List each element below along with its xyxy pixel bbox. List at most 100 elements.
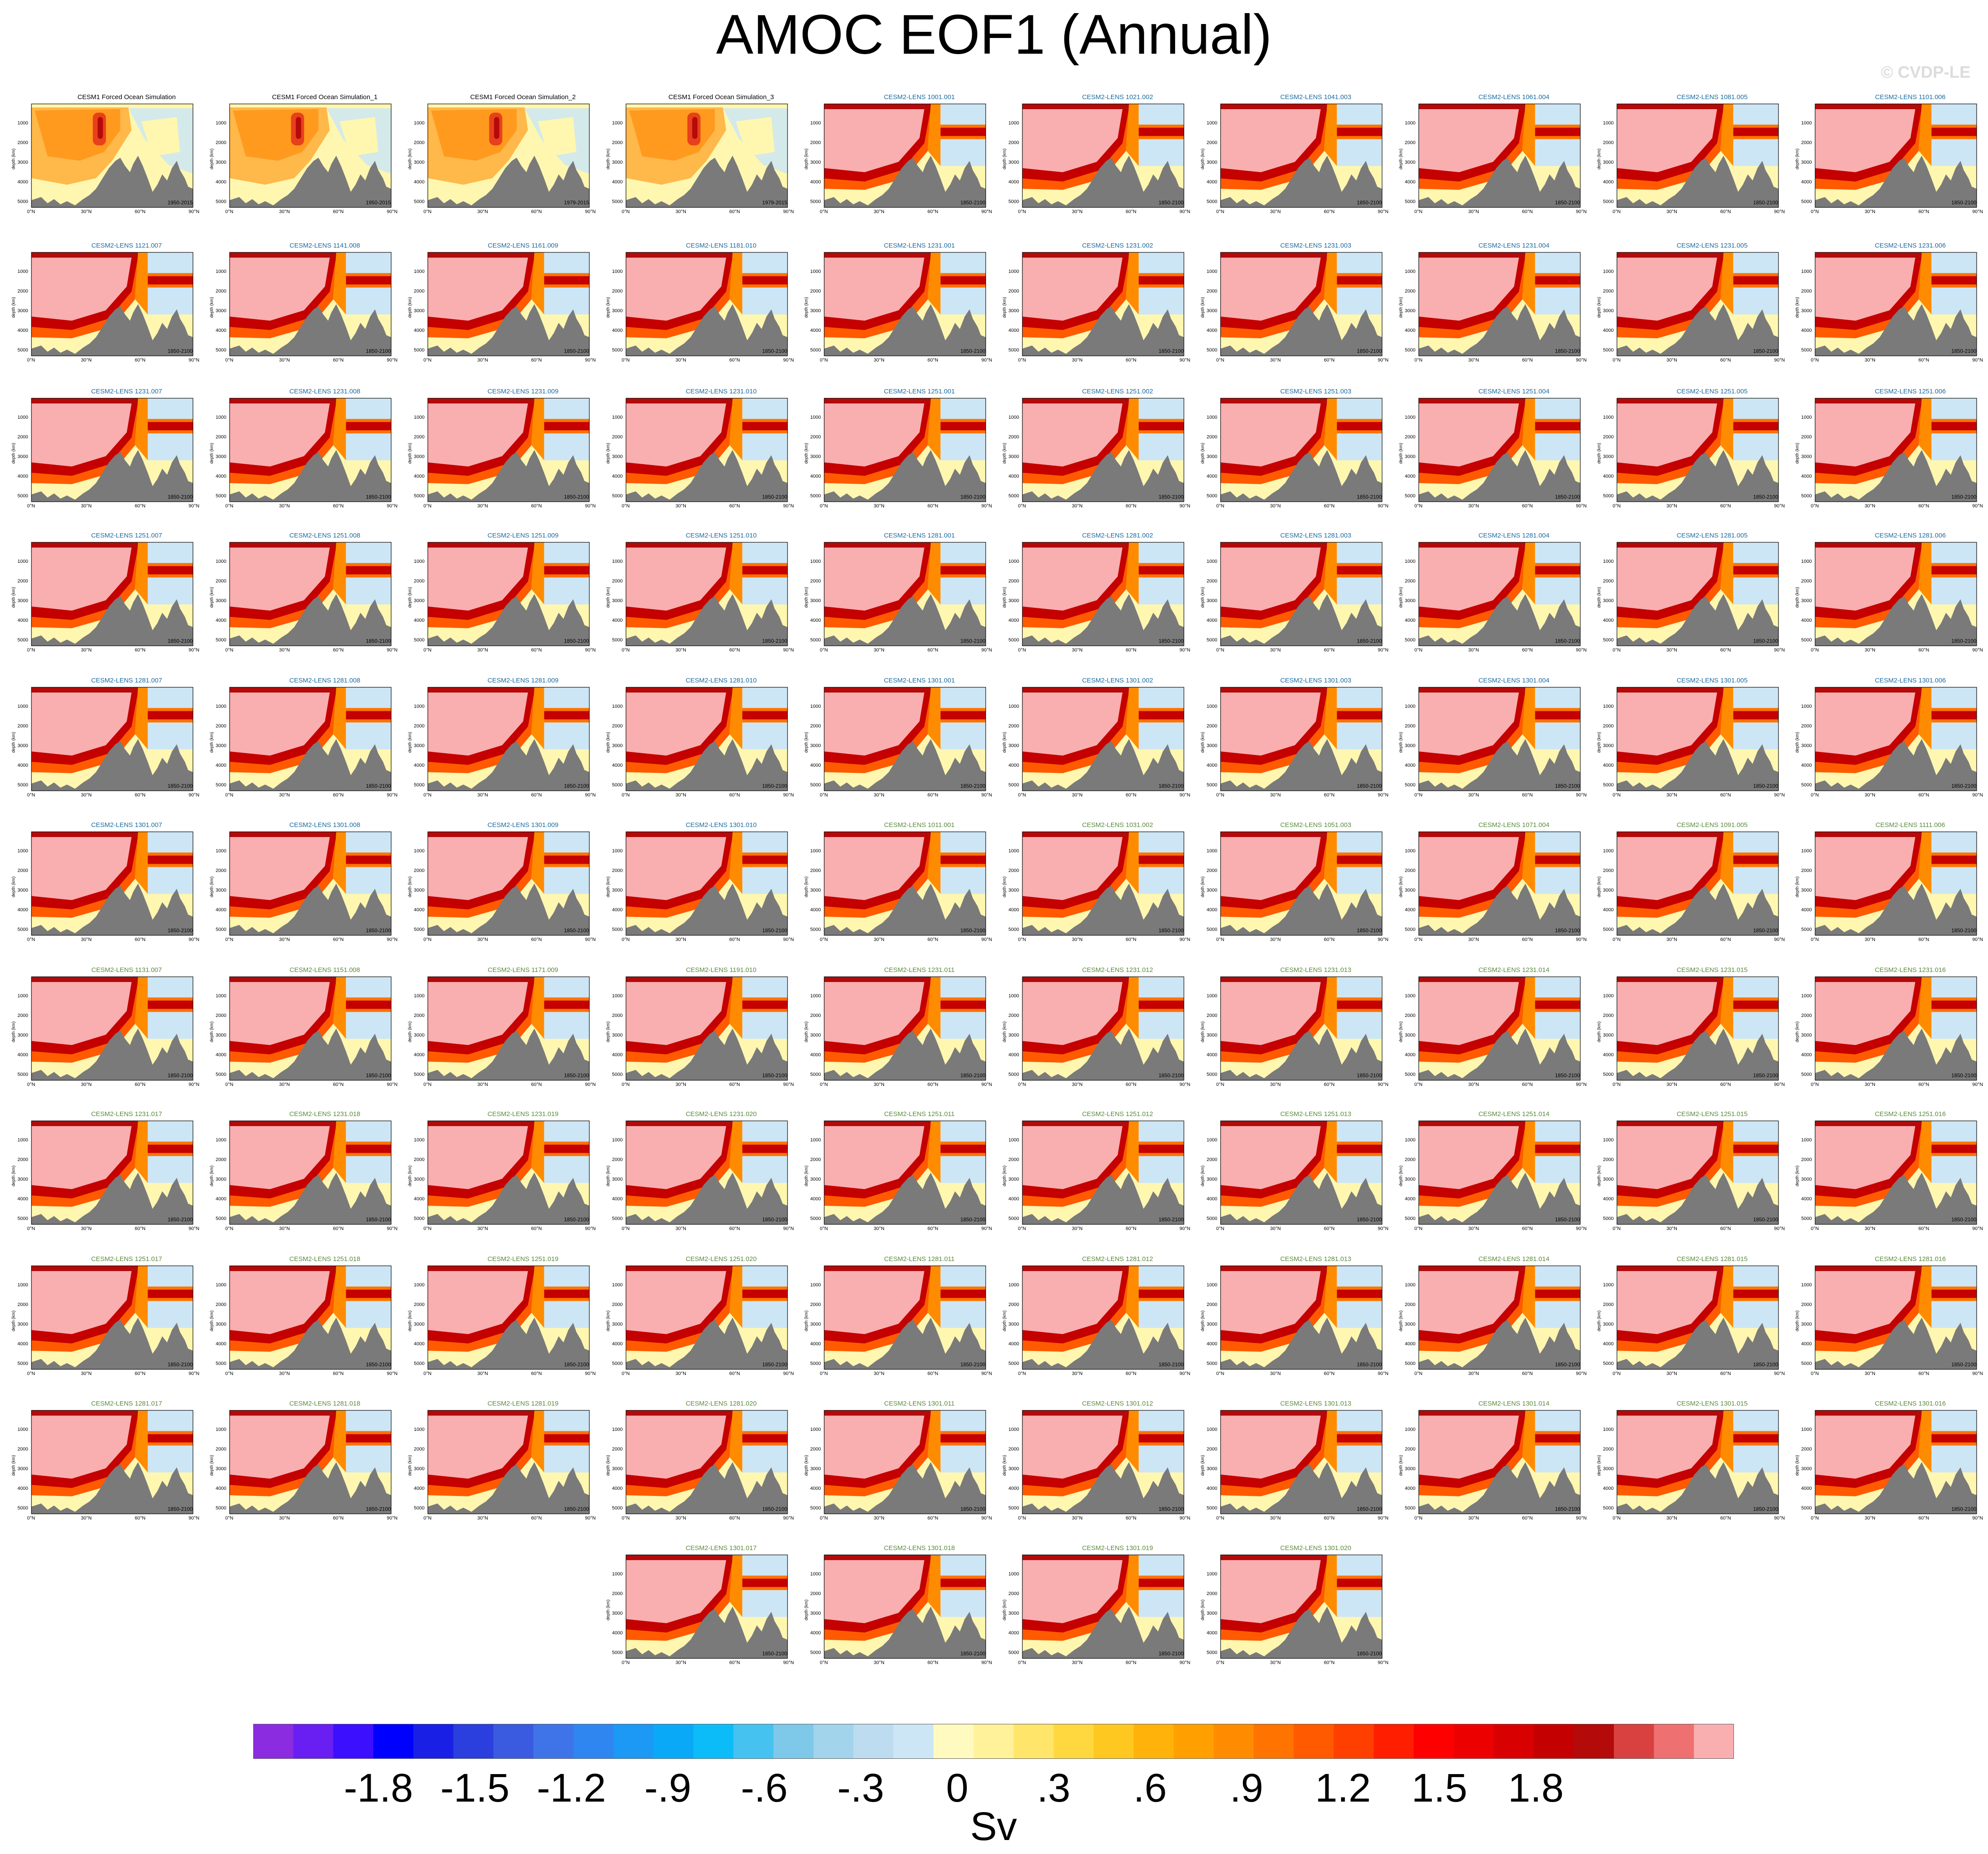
x-tick-label: 90°N [387,1082,398,1087]
eof-panel: CESM2-LENS 1281.008 1850-2100 0°N 30°N 60°N 9… [210,677,423,817]
x-tick-label: 90°N [1576,1516,1587,1521]
y-tick-label: 5000 [414,493,425,499]
y-tick-label: 4000 [1405,1196,1416,1202]
x-tick-label: 90°N [585,1516,596,1521]
ocean-floor [1022,883,1184,935]
surface-band [1221,1266,1334,1271]
x-tick-label: 60°N [1918,1082,1930,1087]
eof-panel: CESM2-LENS 1251.009 1850-2100 0°N 30°N 60°N 9… [408,532,622,672]
plot-frame [229,542,392,646]
x-tick-label: 0°N [423,358,432,363]
y-tick-label: 3000 [612,1033,623,1038]
y-tick-label: 5000 [1207,638,1218,643]
plot-frame [1220,687,1383,791]
x-tick-label: 0°N [820,1516,828,1521]
y-axis-label: depth (km) [1795,732,1800,753]
panel-years: 1850-2100 [1555,783,1580,789]
x-tick-label: 60°N [927,648,939,653]
x-tick-label: 30°N [874,1371,884,1376]
y-tick-label: 4000 [810,1196,821,1202]
surface-band [1419,542,1532,548]
x-tick-label: 30°N [874,1516,884,1521]
eof-panel: CESM2-LENS 1231.017 1850-2100 0°N 30°N 60°N 9… [11,1110,225,1251]
banded-strip-core [940,1144,986,1153]
x-tick-label: 90°N [1972,503,1983,509]
y-tick-label: 2000 [216,724,227,729]
x-tick-label: 60°N [1522,209,1533,214]
y-tick-label: 4000 [1405,1486,1416,1491]
x-tick-label: 30°N [1468,503,1479,509]
panel-plot [1022,252,1184,356]
y-tick-label: 4000 [414,1486,425,1491]
cell-saturated [230,548,330,611]
plot-frame [626,398,788,502]
x-tick-label: 60°N [927,1082,939,1087]
colorbar-tick-label: -.6 [741,1766,788,1810]
banded-strip-core [1138,422,1184,431]
panel-years: 1850-2100 [1159,200,1184,206]
ocean-floor [824,883,986,935]
panel-plot [824,252,986,356]
banded-strip-core [1337,855,1382,864]
y-axis-label: depth (km) [408,148,413,169]
y-tick-label: 1000 [810,559,821,564]
colorbar-swatch [1414,1724,1454,1759]
colorbar-swatch [1334,1724,1374,1759]
y-tick-label: 1000 [1801,1282,1812,1288]
y-tick-label: 3000 [216,1322,227,1327]
y-tick-label: 1000 [216,559,227,564]
y-tick-label: 1000 [1603,415,1614,420]
panel-title: CESM2-LENS 1281.006 [1874,532,1946,539]
x-tick-label: 0°N [1216,1516,1224,1521]
panel-title: CESM2-LENS 1301.006 [1874,677,1946,684]
ocean-floor [31,304,193,356]
y-tick-label: 5000 [810,1506,821,1511]
eof-panel: CESM2-LENS 1281.016 1850-2100 0°N 30°N 60°N 9… [1795,1255,1988,1396]
x-tick-label: 30°N [1270,648,1281,653]
panel-years: 1850-2100 [1753,1072,1778,1079]
surface-band [31,1266,144,1271]
x-tick-label: 30°N [279,1226,290,1231]
y-axis-label: depth (km) [804,1455,809,1476]
cell-saturated [824,403,925,467]
plot-frame [626,687,788,791]
panel-title: CESM1 Forced Ocean Simulation_1 [272,93,378,101]
panel-years: 1850-2100 [1357,1216,1382,1223]
y-tick-label: 3000 [1207,160,1218,165]
colorbar-swatch [1293,1724,1334,1759]
ocean-floor [1617,155,1778,207]
x-tick-label: 0°N [423,1226,432,1231]
eof-panel: CESM2-LENS 1231.007 1850-2100 0°N 30°N 60°N 9… [11,388,225,528]
panel-years: 1850-2100 [1753,927,1778,934]
y-tick-label: 2000 [17,434,28,440]
y-tick-label: 5000 [414,1216,425,1221]
surface-band [230,398,343,403]
eof-panel: CESM2-LENS 1231.005 1850-2100 0°N 30°N 60°N 9… [1597,242,1811,383]
surface-band [1419,977,1532,982]
y-tick-label: 3000 [1207,888,1218,893]
y-axis-label: depth (km) [11,1310,16,1331]
panel-years: 1950-2015 [366,200,391,206]
y-tick-label: 5000 [414,348,425,353]
y-tick-label: 1000 [414,121,425,126]
y-tick-label: 1000 [1207,1137,1218,1143]
y-tick-label: 3000 [1008,888,1019,893]
y-tick-label: 5000 [17,782,28,788]
surface-band [824,1121,937,1126]
y-tick-label: 4000 [1801,1341,1812,1347]
x-tick-label: 90°N [981,1660,992,1665]
eof-panel: CESM2-LENS 1231.003 1850-2100 0°N 30°N 60°N 9… [1200,242,1414,383]
x-tick-label: 30°N [1270,503,1281,509]
x-tick-label: 90°N [585,358,596,363]
y-tick-label: 4000 [216,618,227,623]
ocean-floor [230,594,391,646]
y-tick-label: 1000 [1603,1282,1614,1288]
y-tick-label: 4000 [1603,474,1614,479]
y-tick-label: 1000 [1008,848,1019,854]
y-tick-label: 2000 [414,1157,425,1162]
surface-band [1815,252,1928,258]
y-tick-label: 1000 [216,1282,227,1288]
banded-strip-core [1931,128,1977,136]
colorbar-swatch [1253,1724,1294,1759]
y-tick-label: 3000 [1008,454,1019,459]
